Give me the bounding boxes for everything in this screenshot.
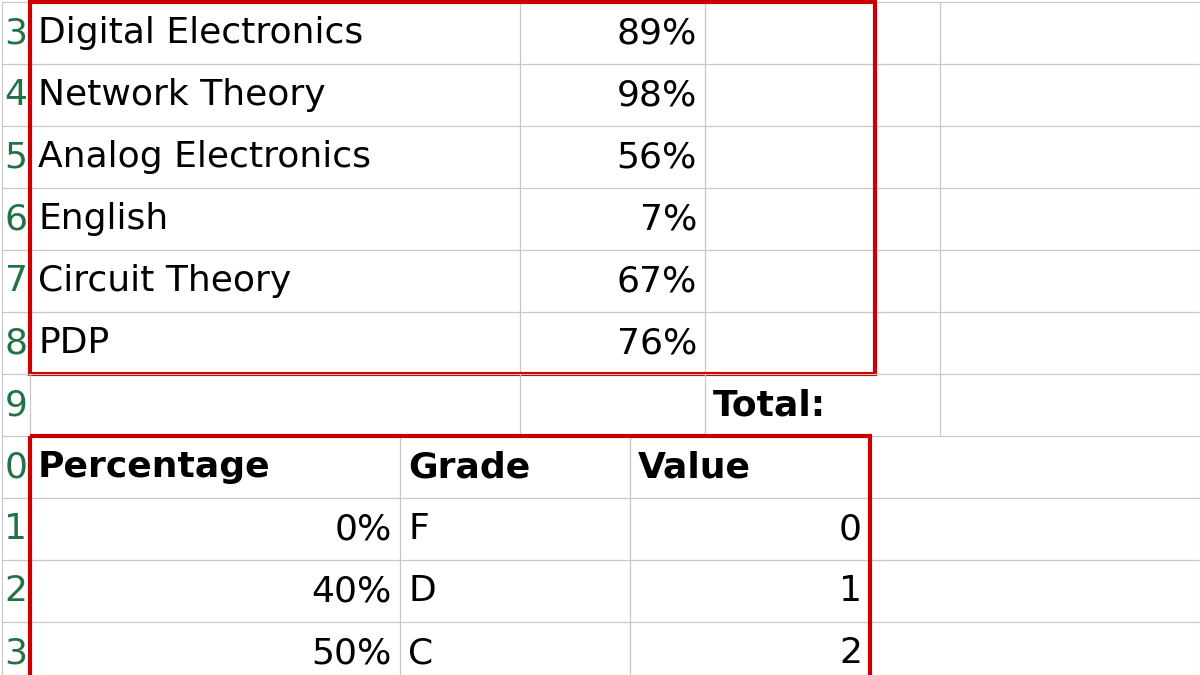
Bar: [400, 498, 630, 560]
Bar: [630, 436, 870, 498]
Text: F: F: [408, 512, 428, 546]
Bar: [706, 2, 940, 64]
Bar: [400, 436, 630, 498]
Bar: [30, 622, 400, 675]
Text: 67%: 67%: [617, 264, 697, 298]
Text: Value: Value: [638, 450, 751, 484]
Text: 8: 8: [5, 326, 28, 360]
Bar: [940, 312, 1200, 374]
Text: 50%: 50%: [312, 636, 392, 670]
Bar: [520, 250, 706, 312]
Bar: [2, 250, 30, 312]
Text: 3: 3: [5, 16, 28, 50]
Bar: [520, 374, 706, 436]
Text: 4: 4: [5, 78, 28, 112]
Bar: [940, 250, 1200, 312]
Bar: [520, 64, 706, 126]
Bar: [940, 188, 1200, 250]
Bar: [30, 436, 870, 675]
Text: 0: 0: [5, 450, 28, 484]
Text: 2: 2: [5, 574, 28, 608]
Bar: [706, 126, 940, 188]
Bar: [30, 188, 520, 250]
Text: Percentage: Percentage: [38, 450, 271, 484]
Bar: [2, 312, 30, 374]
Bar: [30, 250, 520, 312]
Bar: [30, 2, 520, 64]
Bar: [30, 498, 400, 560]
Bar: [30, 2, 875, 374]
Text: English: English: [38, 202, 168, 236]
Bar: [870, 560, 1200, 622]
Bar: [2, 374, 30, 436]
Bar: [30, 560, 400, 622]
Bar: [30, 436, 400, 498]
Text: Network Theory: Network Theory: [38, 78, 325, 112]
Text: 56%: 56%: [617, 140, 697, 174]
Bar: [2, 188, 30, 250]
Text: 0: 0: [839, 512, 862, 546]
Text: Analog Electronics: Analog Electronics: [38, 140, 371, 174]
Bar: [2, 64, 30, 126]
Bar: [2, 560, 30, 622]
Bar: [30, 64, 520, 126]
Bar: [706, 64, 940, 126]
Text: 76%: 76%: [617, 326, 697, 360]
Text: 5: 5: [5, 140, 28, 174]
Text: 40%: 40%: [312, 574, 392, 608]
Bar: [870, 622, 1200, 675]
Bar: [30, 126, 520, 188]
Bar: [520, 188, 706, 250]
Bar: [630, 622, 870, 675]
Text: 3: 3: [5, 636, 28, 670]
Bar: [520, 126, 706, 188]
Text: 1: 1: [5, 512, 28, 546]
Text: Total:: Total:: [713, 388, 826, 422]
Bar: [870, 436, 1200, 498]
Text: 89%: 89%: [617, 16, 697, 50]
Text: Circuit Theory: Circuit Theory: [38, 264, 292, 298]
Text: 98%: 98%: [617, 78, 697, 112]
Bar: [870, 498, 1200, 560]
Bar: [400, 622, 630, 675]
Bar: [706, 312, 940, 374]
Text: PDP: PDP: [38, 326, 109, 360]
Bar: [2, 126, 30, 188]
Bar: [940, 64, 1200, 126]
Bar: [706, 374, 940, 436]
Text: Grade: Grade: [408, 450, 530, 484]
Bar: [2, 2, 30, 64]
Bar: [706, 250, 940, 312]
Bar: [940, 2, 1200, 64]
Bar: [30, 312, 520, 374]
Text: 7: 7: [5, 264, 28, 298]
Bar: [940, 374, 1200, 436]
Bar: [2, 622, 30, 675]
Text: D: D: [408, 574, 436, 608]
Text: Digital Electronics: Digital Electronics: [38, 16, 364, 50]
Text: 7%: 7%: [640, 202, 697, 236]
Bar: [630, 560, 870, 622]
Text: 2: 2: [839, 636, 862, 670]
Bar: [630, 498, 870, 560]
Bar: [520, 312, 706, 374]
Bar: [2, 436, 30, 498]
Bar: [706, 188, 940, 250]
Bar: [2, 498, 30, 560]
Bar: [30, 374, 520, 436]
Text: 6: 6: [5, 202, 28, 236]
Text: 0%: 0%: [335, 512, 392, 546]
Text: 9: 9: [5, 388, 28, 422]
Text: C: C: [408, 636, 433, 670]
Bar: [520, 2, 706, 64]
Bar: [400, 560, 630, 622]
Text: 1: 1: [839, 574, 862, 608]
Bar: [940, 126, 1200, 188]
